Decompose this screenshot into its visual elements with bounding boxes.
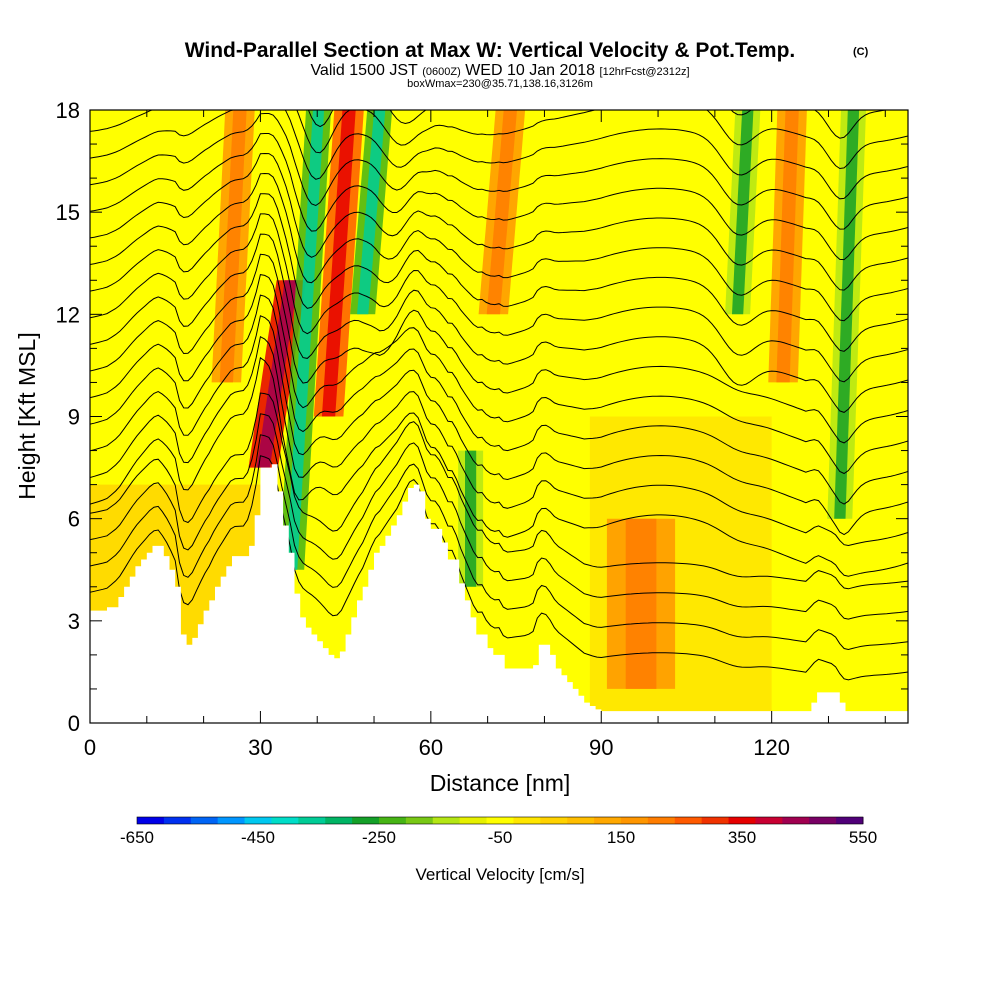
downdraft-band-core [732, 110, 754, 315]
theta-contour [90, 356, 908, 577]
colorbar-tick-label: -450 [241, 828, 275, 847]
chart-title: Wind-Parallel Section at Max W: Vertical… [185, 39, 796, 62]
chart-subtitle-2: boxWmax=230@35.71,138.16,3126m [407, 78, 593, 90]
title-mark: (C) [853, 46, 869, 58]
theta-contour [90, 172, 908, 322]
colorbar-swatch [594, 817, 622, 824]
colorbar-swatch [190, 817, 219, 824]
x-tick-label: 0 [84, 735, 96, 760]
theta-contour [90, 434, 908, 651]
theta-contour [90, 294, 908, 505]
colorbar-label: Vertical Velocity [cm/s] [415, 865, 584, 884]
colorbar-swatch [405, 817, 434, 824]
x-axis-label: Distance [nm] [430, 770, 571, 796]
colorbar-swatch [244, 817, 272, 824]
updraft-band-core [219, 110, 247, 383]
updraft-band-core [625, 518, 657, 689]
theta-contour [90, 315, 908, 536]
colorbar-swatch [271, 817, 299, 824]
subtitle-date: WED 10 Jan 2018 [465, 62, 595, 79]
colorbar-swatch [809, 817, 837, 824]
subtitle-forecast: [12hrFcst@2312z] [600, 66, 690, 78]
theta-contour [90, 253, 908, 444]
downdraft-band-core [286, 110, 325, 570]
colorbar-swatch [728, 817, 756, 824]
terrain-profile [90, 464, 908, 723]
colorbar-swatch [352, 817, 380, 824]
colorbar-swatch [486, 817, 514, 824]
colorbar [136, 816, 864, 825]
theta-contour [90, 392, 908, 590]
theta-contour [90, 213, 908, 383]
colorbar-swatch [836, 817, 864, 824]
subtitle-utc: (0600Z) [422, 66, 461, 78]
x-tick-label: 30 [248, 735, 272, 760]
subtitle-valid: Valid 1500 JST [310, 62, 418, 79]
colorbar-tick-label: 550 [849, 828, 877, 847]
theta-contour [90, 233, 908, 413]
y-axis: 0 3 6 9 12 15 18 [56, 98, 908, 736]
theta-contour [90, 455, 908, 681]
colorbar-swatch [567, 817, 595, 824]
chart-subtitle: Valid 1500 JST (0600Z) WED 10 Jan 2018 [… [310, 62, 689, 79]
y-axis-label: Height [Kft MSL] [14, 332, 40, 499]
colorbar-swatch [137, 817, 165, 824]
x-tick-label: 120 [753, 735, 790, 760]
theta-contour [90, 110, 908, 170]
colorbar-frame [136, 816, 864, 825]
colorbar-swatch [674, 817, 703, 824]
colorbar-swatch [755, 817, 783, 824]
y-tick-label: 0 [68, 711, 80, 736]
colorbar-swatch [513, 817, 541, 824]
colorbar-swatch [217, 817, 246, 824]
downdraft-band-core [357, 110, 386, 315]
x-tick-label: 60 [419, 735, 443, 760]
colorbar-swatch [540, 817, 568, 824]
colorbar-swatch [325, 817, 353, 824]
terrain [90, 464, 908, 723]
theta-contour [90, 335, 908, 547]
theta-contour [90, 110, 908, 200]
y-tick-label: 9 [68, 405, 80, 430]
theta-contour [90, 413, 908, 620]
colorbar-swatch [379, 817, 407, 824]
theta-contour [90, 193, 908, 352]
downdraft-band-core [834, 110, 860, 519]
theta-contours [90, 110, 908, 681]
updraft-band-core [321, 110, 356, 417]
x-axis: 0 30 60 90 120 [84, 110, 886, 760]
colorbar-tick-label: -650 [120, 828, 154, 847]
theta-contour [90, 274, 908, 475]
colorbar-tick-label: 150 [607, 828, 635, 847]
colorbar-swatch [163, 817, 192, 824]
theta-contour [90, 133, 908, 261]
y-tick-label: 15 [56, 200, 80, 225]
colorbar-tick-label: 350 [728, 828, 756, 847]
colorbar-swatch [459, 817, 488, 824]
colorbar-swatch [298, 817, 326, 824]
updraft-band-core [486, 110, 517, 315]
colorbar-swatch [432, 817, 461, 824]
colorbar-ticks: -650 -450 -250 -50 150 350 550 [120, 828, 877, 847]
theta-contour [90, 152, 908, 291]
x-tick-label: 90 [589, 735, 613, 760]
colorbar-swatch [647, 817, 676, 824]
colorbar-swatch [701, 817, 730, 824]
updraft-band-core [776, 110, 799, 383]
y-tick-label: 18 [56, 98, 80, 123]
y-tick-label: 3 [68, 609, 80, 634]
y-tick-label: 6 [68, 507, 80, 532]
colorbar-swatch [621, 817, 649, 824]
colorbar-swatch [782, 817, 810, 824]
colorbar-tick-label: -50 [488, 828, 513, 847]
colorbar-tick-label: -250 [362, 828, 396, 847]
y-tick-label: 12 [56, 302, 80, 327]
theta-contour [90, 113, 908, 230]
